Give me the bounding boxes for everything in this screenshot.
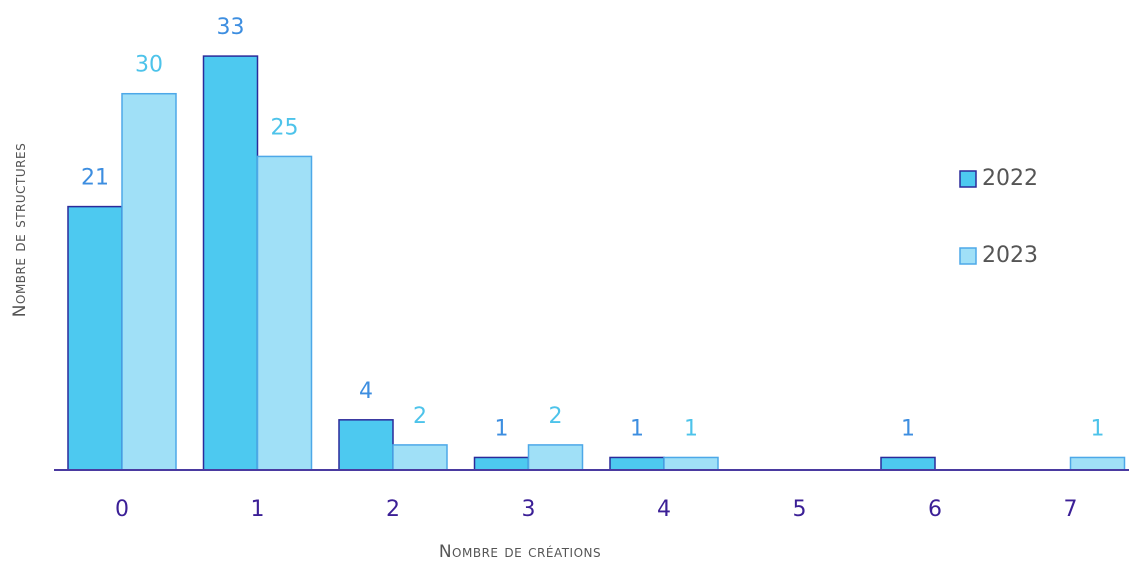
legend-swatch: [959, 247, 977, 265]
x-tick-label: 4: [657, 497, 671, 522]
bar: [121, 92, 177, 471]
x-tick-label: 7: [1064, 497, 1078, 522]
bar: [67, 205, 123, 471]
legend-swatch: [959, 170, 977, 188]
bar: [527, 444, 584, 471]
bar: [202, 55, 259, 471]
bar: [473, 456, 530, 471]
bar: [880, 456, 936, 471]
value-label: 1: [630, 416, 644, 441]
legend-label: 2022: [982, 166, 1038, 191]
bar: [256, 155, 313, 471]
value-label: 25: [271, 115, 299, 140]
value-label: 1: [1091, 416, 1105, 441]
bar: [663, 456, 719, 471]
bar: [609, 456, 665, 471]
value-label: 30: [135, 53, 163, 78]
x-axis-label: Nombre de créations: [439, 542, 601, 562]
value-label: 1: [901, 416, 915, 441]
x-tick-label: 0: [115, 497, 129, 522]
x-tick-label: 3: [522, 497, 536, 522]
bar: [1069, 456, 1126, 471]
y-axis-label: Nombre de structures: [10, 143, 30, 317]
value-label: 21: [81, 166, 109, 191]
x-tick-label: 5: [793, 497, 807, 522]
bar: [338, 419, 394, 471]
x-tick-label: 1: [251, 497, 265, 522]
value-label: 4: [359, 379, 373, 404]
x-tick-label: 6: [928, 497, 942, 522]
value-label: 2: [549, 404, 563, 429]
value-label: 2: [413, 404, 427, 429]
legend-label: 2023: [982, 243, 1038, 268]
bar: [392, 444, 448, 471]
value-label: 1: [495, 416, 509, 441]
value-label: 33: [217, 15, 245, 40]
value-label: 1: [684, 416, 698, 441]
x-tick-label: 2: [386, 497, 400, 522]
